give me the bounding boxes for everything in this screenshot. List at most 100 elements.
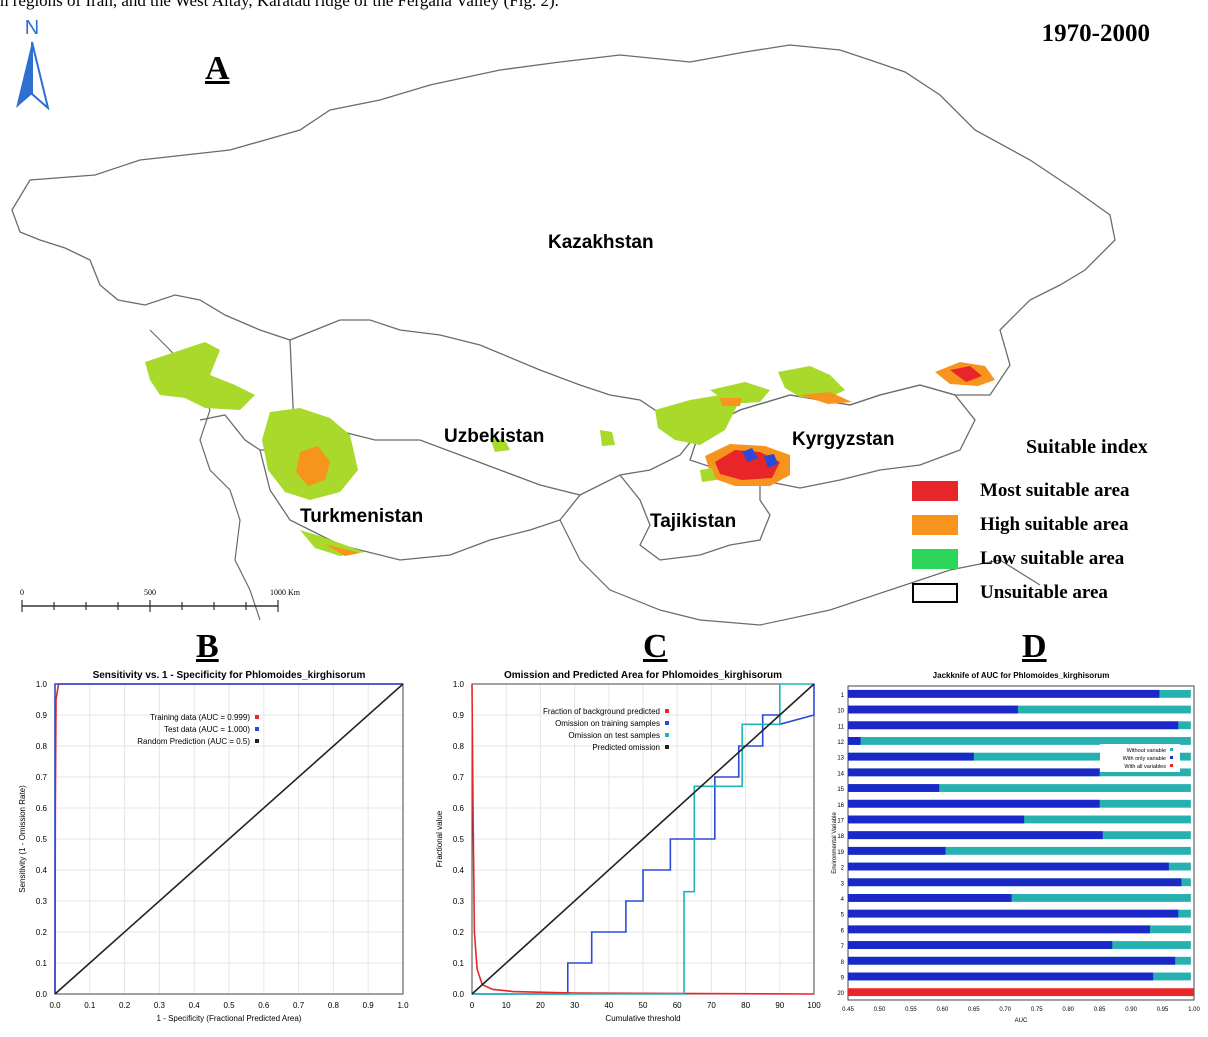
plot-frame — [847, 685, 1195, 1001]
y-axis-label: Fractional value — [435, 810, 444, 867]
y-tick-label: 0.0 — [36, 990, 48, 999]
bar-without-variable — [848, 737, 1191, 745]
legend-swatch — [912, 515, 958, 535]
tajikistan-outline — [619, 474, 771, 561]
bar-with-only-variable — [848, 846, 946, 855]
bar-with-only-variable — [848, 941, 1113, 949]
bar-with-only-variable — [848, 956, 1176, 965]
x-tick-label: 0.1 — [84, 1001, 96, 1010]
x-tick-label: 0.95 — [1157, 1007, 1169, 1013]
y-tick-label: 1.0 — [36, 680, 48, 689]
legend-marker — [255, 715, 259, 719]
y-tick-label: 1 — [841, 693, 845, 699]
x-tick-label: 0.0 — [49, 1001, 61, 1010]
y-tick-label: 4 — [841, 897, 845, 903]
x-tick-label: 60 — [673, 1001, 682, 1010]
bar-with-only-variable — [848, 862, 1169, 871]
x-tick-label: 0.55 — [905, 1007, 917, 1013]
country-label-kyrgyzstan: Kyrgyzstan — [792, 429, 895, 450]
x-tick-label: 1.00 — [1188, 1007, 1200, 1013]
y-tick-label: 20 — [837, 991, 844, 997]
legend-marker — [255, 727, 259, 731]
country-label-kazakhstan: Kazakhstan — [548, 232, 654, 253]
bar-with-only-variable — [848, 737, 861, 745]
bar-with-only-variable — [848, 909, 1179, 918]
y-tick-label: 0.2 — [36, 928, 48, 937]
legend-label: Most suitable area — [980, 480, 1130, 501]
y-tick-label: 0.1 — [453, 959, 465, 968]
x-axis-label: 1 - Specificity (Fractional Predicted Ar… — [157, 1014, 302, 1023]
y-axis-label: Sensitivity (1 - Omission Rate) — [18, 785, 27, 893]
y-tick-label: 6 — [841, 928, 845, 934]
series-line — [54, 683, 404, 995]
x-tick-label: 1.0 — [397, 1001, 409, 1010]
x-tick-label: 0.75 — [1031, 1007, 1043, 1013]
map-outline: 0 500 1000 Km — [11, 44, 1116, 626]
legend-entry: Training data (AUC = 0.999) — [150, 713, 250, 722]
bar-with-only-variable — [848, 721, 1179, 730]
legend-entry: Omission on training samples — [555, 719, 660, 728]
x-tick-label: 0.2 — [119, 1001, 131, 1010]
x-tick-label: 0.4 — [189, 1001, 201, 1010]
y-tick-label: 0.7 — [453, 773, 465, 782]
legend-entry: Predicted omission — [592, 743, 660, 752]
most-suitable-patch — [764, 454, 778, 468]
x-tick-label: 0.45 — [842, 1007, 854, 1013]
y-tick-label: 0.5 — [36, 835, 48, 844]
north-arrow-right-half — [31, 41, 50, 110]
panel-label-d: D — [1022, 628, 1047, 665]
chart-title: Sensitivity vs. 1 - Specificity for Phlo… — [93, 670, 366, 681]
bar-with-only-variable — [848, 689, 1160, 698]
y-tick-label: 13 — [837, 756, 844, 762]
legend-marker — [665, 709, 669, 713]
bar-with-only-variable — [848, 878, 1182, 887]
x-tick-label: 0.8 — [328, 1001, 340, 1010]
y-tick-label: 1.0 — [453, 680, 465, 689]
x-tick-label: 70 — [707, 1001, 716, 1010]
panel-label-b: B — [196, 628, 219, 665]
figure-caption-text: n regions of Iran, and the West Altay, K… — [0, 0, 559, 10]
low-suitable-patch — [655, 395, 740, 445]
country-label-tajikistan: Tajikistan — [650, 511, 737, 532]
x-tick-label: 0.80 — [1062, 1007, 1074, 1013]
legend-swatch — [912, 549, 958, 569]
x-tick-label: 0.65 — [968, 1007, 980, 1013]
bar-with-only-variable — [848, 815, 1025, 824]
x-tick-label: 0.85 — [1094, 1007, 1106, 1013]
y-tick-label: 0.8 — [36, 742, 48, 751]
scale-bar: 0 500 1000 Km — [20, 588, 301, 612]
bar-with-all — [848, 988, 1194, 997]
y-tick-label: 16 — [837, 803, 844, 809]
y-tick-label: 0.9 — [453, 711, 465, 720]
low-suitable-patch — [700, 468, 716, 482]
chart-jackknife: Jackknife of AUC for Phlomoides_kirghiso… — [832, 671, 1200, 1024]
bar-without-variable — [848, 705, 1191, 714]
bar-with-only-variable — [848, 784, 940, 792]
bar-with-only-variable — [848, 925, 1150, 934]
x-tick-label: 30 — [570, 1001, 579, 1010]
legend-entry: With all variables — [1124, 764, 1166, 770]
y-tick-label: 17 — [837, 818, 844, 824]
x-axis-label: AUC — [1015, 1018, 1028, 1024]
x-tick-label: 0 — [470, 1001, 475, 1010]
legend-entry: Test data (AUC = 1.000) — [164, 725, 250, 734]
southern-border — [559, 519, 1041, 626]
bar-with-only-variable — [848, 831, 1103, 840]
low-suitable-patch — [600, 430, 615, 446]
series-line — [472, 684, 815, 995]
high-suitable-patch — [800, 392, 852, 404]
legend-marker — [665, 733, 669, 737]
y-tick-label: 0.8 — [453, 742, 465, 751]
scale-label-500: 500 — [144, 588, 156, 597]
y-tick-label: 15 — [837, 787, 844, 793]
legend-entry: Without variable — [1127, 748, 1166, 754]
high-suitable-patch — [325, 544, 360, 556]
bar-with-only-variable — [848, 799, 1100, 808]
scale-label-1000: 1000 Km — [270, 588, 301, 597]
legend-marker — [1170, 764, 1173, 767]
map-period-label: 1970-2000 — [1041, 20, 1150, 47]
high-suitable-patch — [296, 446, 330, 486]
y-tick-label: 10 — [837, 709, 844, 715]
legend-item-most-suitable: Most suitable area — [912, 480, 1130, 502]
chart-omission: Omission and Predicted Area for Phlomoid… — [435, 670, 821, 1023]
